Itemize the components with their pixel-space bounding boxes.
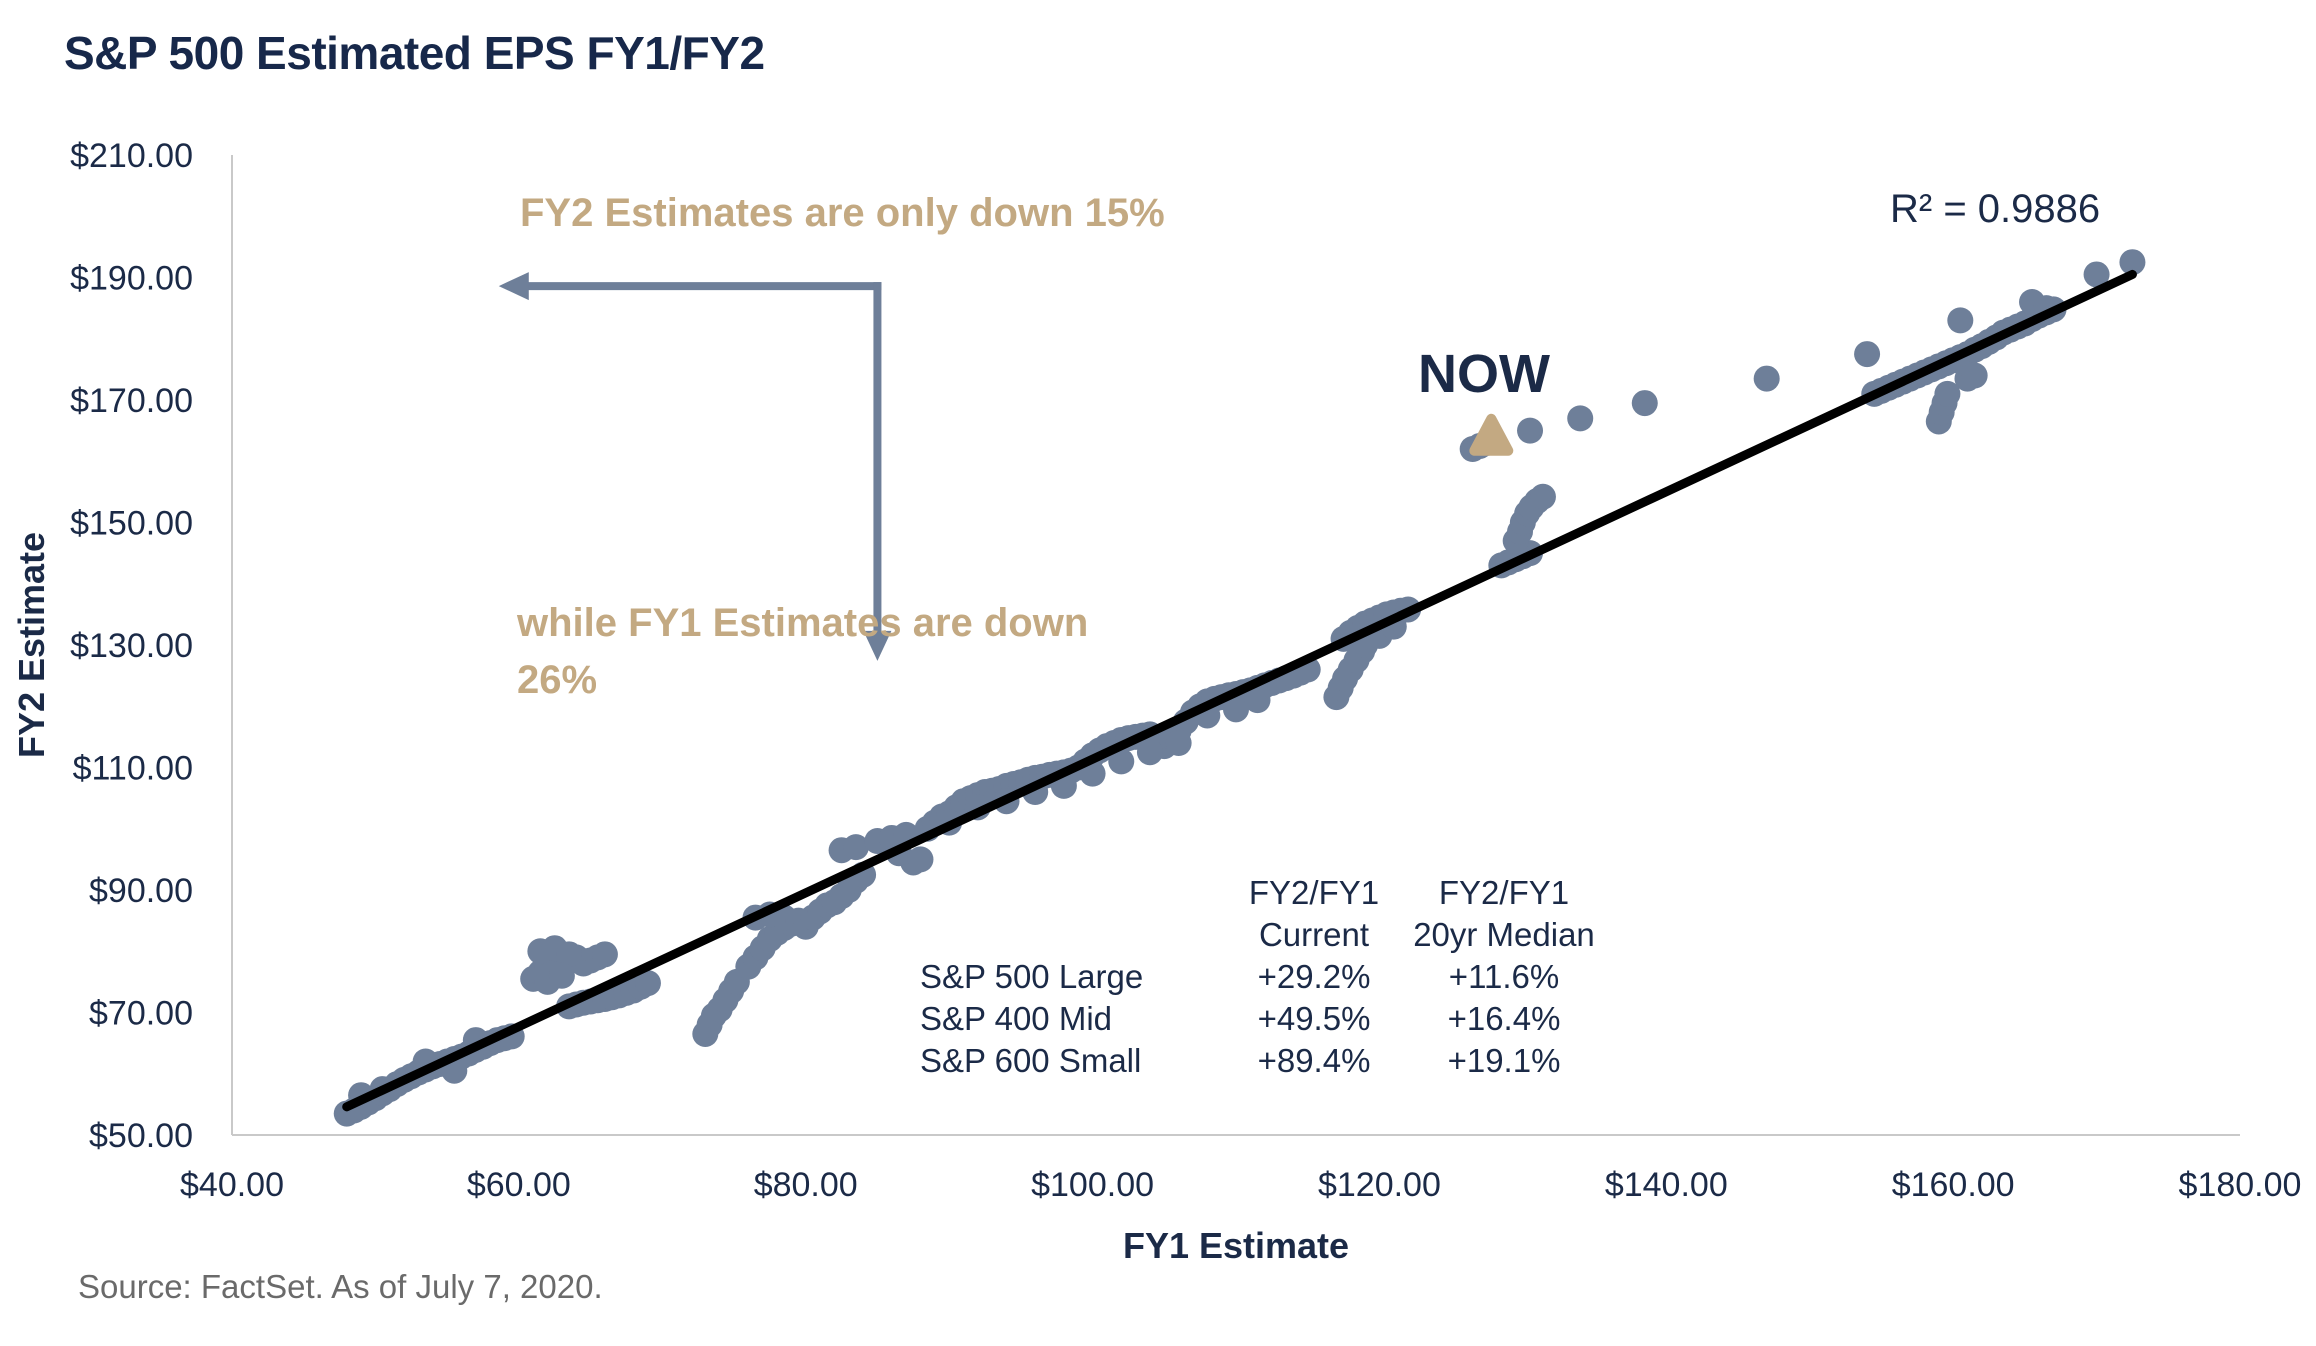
data-point (1631, 390, 1658, 417)
table-col2-header-line1: FY2/FY1 (1439, 874, 1569, 911)
fy1-annotation-line1: while FY1 Estimates are down (516, 601, 1088, 645)
table-row-label: S&P 600 Small (920, 1042, 1141, 1079)
x-tick-label: $120.00 (1318, 1166, 1441, 1204)
x-tick-label: $100.00 (1031, 1166, 1154, 1204)
chart-title: S&P 500 Estimated EPS FY1/FY2 (64, 27, 765, 79)
fy1-annotation-line2: 26% (517, 658, 597, 702)
data-point (1934, 380, 1961, 407)
table-row-current: +89.4% (1258, 1042, 1371, 1079)
fy2-annotation: FY2 Estimates are only down 15% (520, 191, 1165, 235)
y-tick-label: $130.00 (70, 627, 193, 665)
arrow-down-head (863, 630, 892, 661)
x-tick-label: $160.00 (1892, 1166, 2015, 1204)
table-row-label: S&P 500 Large (920, 958, 1143, 995)
table-row-median: +11.6% (1449, 958, 1559, 995)
data-point (1517, 417, 1544, 444)
source-note: Source: FactSet. As of July 7, 2020. (78, 1268, 603, 1305)
y-tick-label: $110.00 (73, 750, 193, 788)
data-point (1961, 362, 1988, 389)
y-tick-label: $210.00 (70, 137, 193, 175)
x-tick-labels: $40.00 $60.00 $80.00 $100.00 $120.00 $140.00 $… (180, 1166, 2301, 1204)
data-point (2119, 249, 2146, 276)
data-point (842, 834, 869, 861)
y-tick-label: $70.00 (89, 995, 193, 1033)
y-tick-label: $150.00 (70, 505, 193, 543)
data-point (1136, 739, 1163, 766)
data-point (1529, 483, 1556, 510)
data-point (1567, 405, 1594, 432)
table-col2-header-line2: 20yr Median (1413, 916, 1595, 953)
table-row-median: +19.1% (1448, 1042, 1561, 1079)
table-row-current: +49.5% (1258, 1000, 1371, 1037)
data-point (1165, 730, 1192, 756)
table-col1-header-line1: FY2/FY1 (1249, 874, 1379, 911)
data-point (907, 846, 934, 873)
data-point (556, 941, 583, 968)
y-tick-label: $50.00 (89, 1117, 193, 1155)
table-col1-header-line2: Current (1259, 916, 1369, 953)
now-marker (1469, 413, 1514, 456)
x-tick-label: $140.00 (1605, 1166, 1728, 1204)
arrow-left-head (498, 272, 529, 301)
axes (231, 155, 2240, 1136)
table-row-label: S&P 400 Mid (920, 1000, 1112, 1037)
data-point (591, 941, 618, 968)
y-axis-title: FY2 Estimate (11, 532, 52, 758)
x-axis-title: FY1 Estimate (1123, 1225, 1349, 1266)
data-point (2083, 261, 2110, 288)
data-point (1244, 687, 1271, 714)
ratio-table: FY2/FY1 Current FY2/FY1 20yr Median S&P … (920, 874, 1595, 1079)
y-tick-label: $190.00 (70, 260, 193, 298)
x-tick-label: $80.00 (754, 1166, 858, 1204)
x-tick-label: $180.00 (2179, 1166, 2302, 1204)
y-tick-labels: $210.00 $190.00 $170.00 $150.00 $130.00 $110.… (70, 137, 193, 1155)
now-label: NOW (1418, 344, 1550, 404)
data-point (1223, 696, 1249, 723)
y-tick-label: $90.00 (89, 872, 193, 910)
trendline (342, 269, 2137, 1112)
r-squared-label: R² = 0.9886 (1890, 187, 2100, 231)
table-row-current: +29.2% (1258, 958, 1371, 995)
annotation-arrows (498, 272, 892, 661)
data-point (1108, 748, 1135, 775)
x-tick-label: $40.00 (180, 1166, 284, 1204)
data-point (1753, 365, 1780, 392)
data-point (1854, 341, 1881, 368)
y-tick-label: $170.00 (70, 382, 193, 420)
table-row-median: +16.4% (1448, 1000, 1561, 1037)
data-point (634, 970, 661, 997)
x-tick-label: $60.00 (467, 1166, 571, 1204)
data-point (548, 962, 575, 989)
data-point (1947, 307, 1974, 334)
